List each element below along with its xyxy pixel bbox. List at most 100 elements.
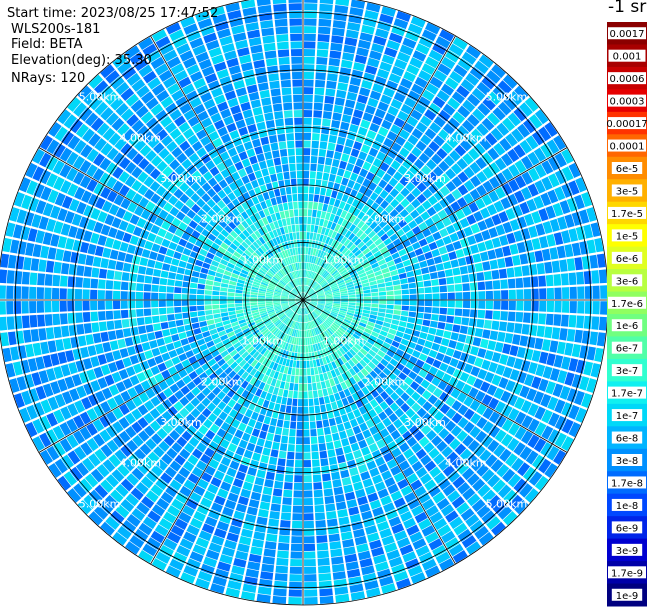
range-gate-cell	[67, 450, 81, 465]
range-gate-cell	[120, 390, 131, 402]
range-gate-cell	[203, 490, 216, 502]
range-gate-cell	[243, 308, 251, 313]
range-gate-cell	[53, 176, 65, 191]
range-gate-cell	[258, 304, 266, 307]
range-gate-cell	[287, 390, 294, 398]
range-gate-cell	[289, 428, 296, 437]
range-gate-cell	[325, 302, 333, 305]
range-gate-cell	[357, 380, 366, 389]
range-gate-cell	[305, 345, 309, 353]
range-gate-cell	[165, 342, 175, 352]
range-gate-cell	[210, 477, 222, 488]
range-gate-cell	[227, 442, 238, 453]
range-gate-cell	[333, 486, 344, 496]
range-gate-cell	[195, 578, 210, 590]
range-gate-cell	[415, 545, 430, 557]
range-gate-cell	[97, 211, 108, 223]
range-gate-cell	[360, 319, 368, 325]
range-gate-cell	[246, 246, 255, 254]
range-gate-cell	[154, 355, 164, 365]
range-gate-cell	[47, 189, 59, 204]
range-gate-cell	[388, 516, 402, 527]
range-gate-cell	[32, 418, 45, 434]
range-gate-cell	[178, 221, 188, 231]
range-gate-cell	[66, 434, 79, 449]
range-gate-cell	[300, 307, 302, 315]
range-gate-cell	[170, 525, 185, 537]
range-gate-cell	[196, 504, 210, 516]
range-gate-cell	[542, 366, 553, 379]
range-gate-cell	[204, 305, 212, 310]
range-gate-cell	[333, 578, 348, 588]
range-gate-cell	[150, 484, 164, 497]
range-gate-cell	[236, 377, 245, 386]
range-gate-cell	[36, 301, 45, 313]
range-gate-cell	[205, 279, 214, 286]
range-gate-cell	[561, 436, 574, 452]
range-gate-cell	[112, 239, 122, 250]
range-gate-cell	[67, 135, 81, 150]
range-gate-cell	[303, 300, 309, 305]
range-gate-cell	[348, 368, 357, 377]
range-gate-cell	[93, 182, 105, 196]
range-gate-cell	[443, 433, 455, 445]
range-gate-cell	[151, 292, 159, 300]
range-gate-cell	[231, 383, 240, 392]
range-gate-cell	[218, 371, 228, 381]
range-gate-cell	[309, 304, 316, 309]
range-gate-cell	[346, 395, 355, 404]
range-gate-cell	[217, 346, 227, 354]
range-gate-cell	[83, 323, 92, 334]
range-gate-cell	[317, 342, 322, 351]
range-gate-cell	[457, 528, 473, 542]
range-gate-cell	[309, 337, 313, 345]
range-gate-cell	[389, 345, 398, 353]
range-gate-cell	[494, 341, 504, 353]
range-gate-cell	[275, 309, 283, 314]
range-gate-cell	[499, 448, 512, 462]
range-gate-cell	[207, 269, 216, 276]
range-gate-cell	[86, 422, 98, 436]
range-gate-cell	[521, 415, 533, 429]
range-gate-cell	[306, 368, 311, 376]
range-gate-cell	[66, 151, 79, 166]
range-gate-cell	[360, 334, 369, 341]
range-gate-cell	[502, 511, 518, 526]
range-gate-cell	[257, 323, 265, 329]
range-gate-cell	[274, 338, 280, 346]
range-gate-cell	[194, 259, 204, 267]
range-gate-cell	[228, 284, 236, 289]
range-gate-cell	[169, 206, 180, 217]
range-gate-cell	[483, 319, 492, 329]
range-gate-cell	[227, 292, 235, 297]
range-gate-cell	[280, 315, 287, 322]
range-gate-cell	[487, 494, 502, 509]
range-gate-cell	[69, 388, 80, 402]
range-gate-cell	[327, 410, 334, 419]
range-gate-cell	[213, 337, 222, 345]
nrays-label: NRays: 120	[11, 71, 86, 86]
range-gate-cell	[278, 411, 285, 420]
range-gate-cell	[445, 408, 457, 419]
range-gate-cell	[424, 300, 433, 307]
range-gate-cell	[341, 372, 349, 381]
range-gate-cell	[257, 372, 265, 381]
range-gate-cell	[312, 344, 317, 352]
range-gate-cell	[223, 323, 232, 330]
range-gate-cell	[317, 350, 322, 359]
range-gate-cell	[413, 430, 425, 442]
range-gate-cell	[54, 458, 68, 474]
range-gate-cell	[227, 307, 236, 312]
range-gate-cell	[391, 523, 405, 534]
range-gate-cell	[230, 230, 239, 239]
range-gate-cell	[433, 472, 446, 485]
range-gate-cell	[16, 376, 28, 391]
range-gate-cell	[270, 417, 278, 427]
range-gate-cell	[169, 558, 185, 571]
range-gate-cell	[99, 172, 111, 185]
range-gate-cell	[294, 313, 298, 321]
range-gate-cell	[171, 258, 180, 266]
range-gate-cell	[144, 188, 155, 200]
range-gate-cell	[342, 320, 350, 327]
range-gate-cell	[307, 329, 311, 338]
